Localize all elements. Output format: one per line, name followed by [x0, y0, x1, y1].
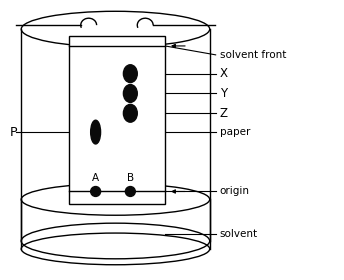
Text: P: P	[9, 125, 17, 139]
Ellipse shape	[123, 85, 137, 102]
Text: solvent front: solvent front	[219, 50, 286, 60]
Ellipse shape	[91, 186, 100, 197]
Ellipse shape	[123, 65, 137, 83]
Text: A: A	[92, 173, 99, 183]
Text: B: B	[127, 173, 134, 183]
Text: X: X	[219, 67, 228, 80]
Text: Z: Z	[219, 107, 228, 120]
Ellipse shape	[125, 186, 135, 197]
Ellipse shape	[123, 104, 137, 122]
Text: Y: Y	[219, 87, 227, 100]
Bar	[69, 36, 165, 204]
Ellipse shape	[91, 120, 100, 144]
Text: solvent: solvent	[219, 229, 258, 239]
Text: origin: origin	[219, 186, 250, 197]
Text: paper: paper	[219, 127, 250, 137]
